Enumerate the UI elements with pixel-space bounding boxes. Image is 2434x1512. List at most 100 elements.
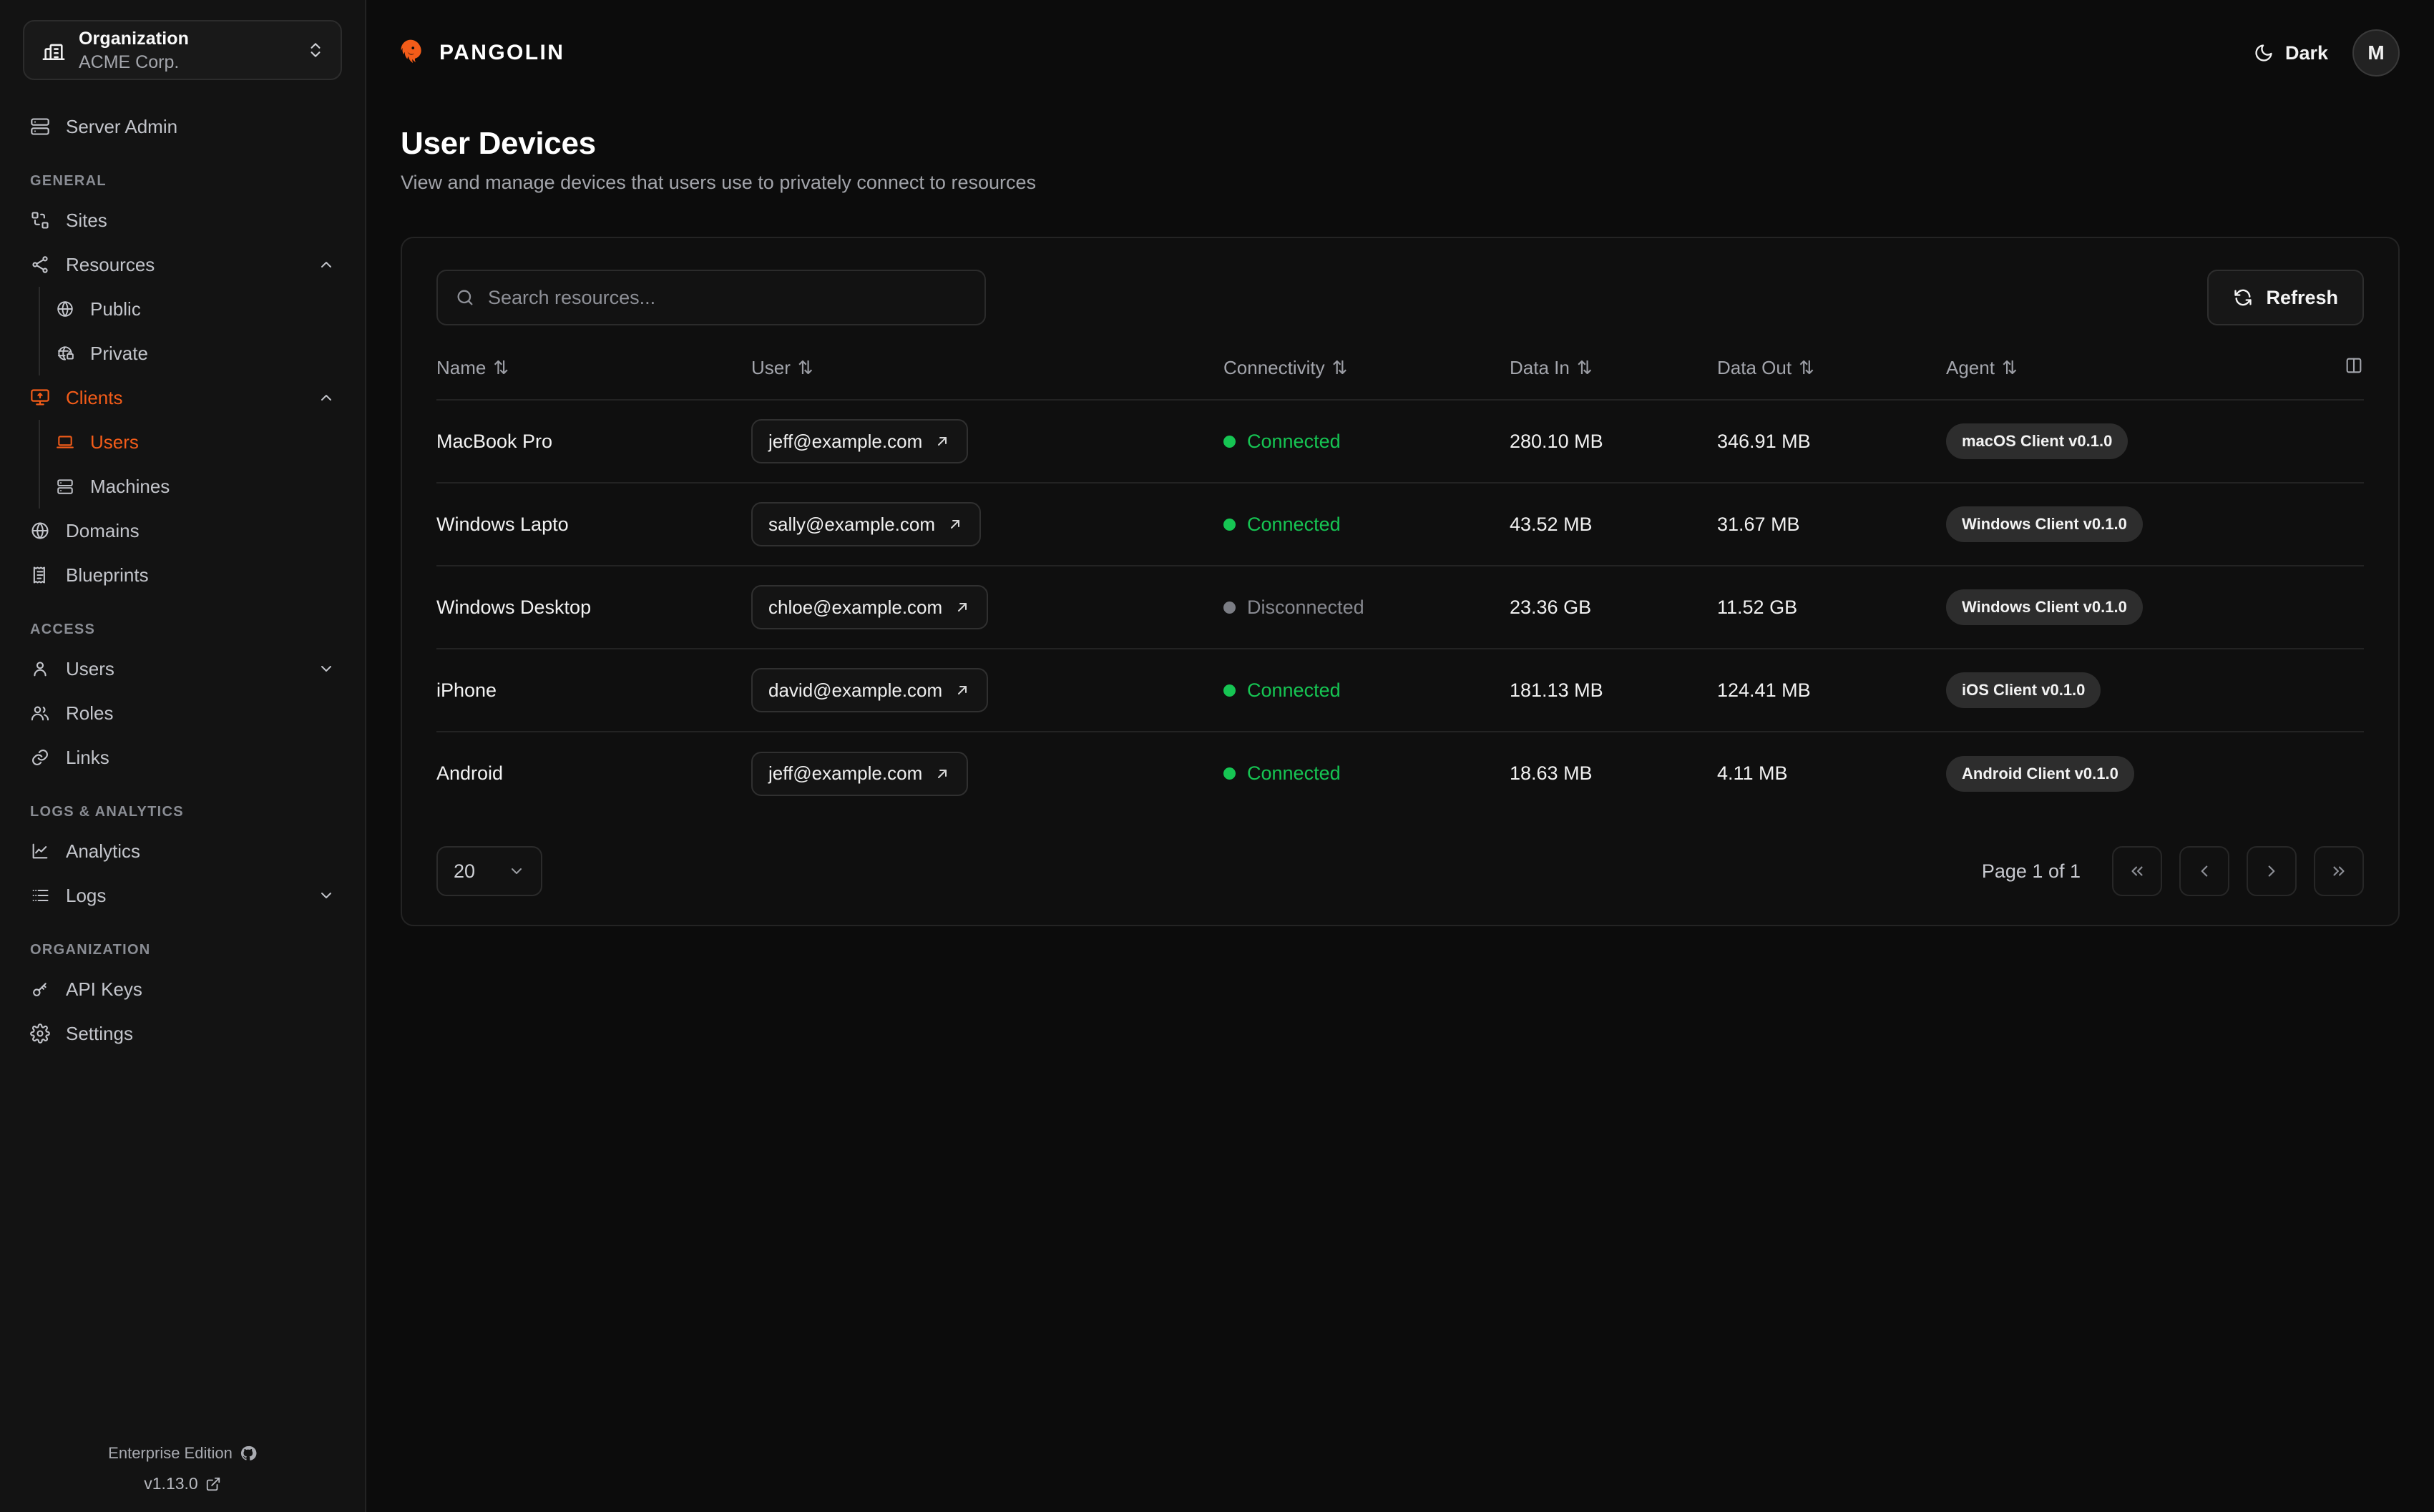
status-badge: Disconnected	[1223, 597, 1364, 619]
user-link[interactable]: jeff@example.com	[751, 751, 969, 796]
last-page-button[interactable]	[2314, 846, 2364, 896]
status-badge: Connected	[1223, 514, 1341, 536]
cell-connectivity: Connected	[1223, 399, 1510, 483]
status-label: Disconnected	[1247, 596, 1364, 618]
chart-line-icon	[30, 841, 50, 861]
table-body: MacBook Pro jeff@example.com Connected 280.…	[436, 399, 2364, 815]
chevron-up-icon[interactable]	[318, 389, 335, 406]
sidebar-item-links[interactable]: Links	[20, 735, 345, 780]
sidebar-item-domains[interactable]: Domains	[20, 509, 345, 553]
sidebar-item-resources[interactable]: Resources	[20, 242, 345, 287]
page-size-select[interactable]: 20	[436, 846, 542, 896]
sidebar-item-public[interactable]: Public	[46, 287, 345, 331]
column-header-data-in[interactable]: Data In ⇅	[1510, 355, 1717, 400]
table-row[interactable]: Android jeff@example.com Connected 18.63 MB…	[436, 731, 2364, 815]
sidebar-subnav-resources: Public Private	[39, 287, 345, 375]
sidebar-item-clients[interactable]: Clients	[20, 375, 345, 420]
chevron-down-icon[interactable]	[318, 660, 335, 677]
sidebar-subnav-clients: Users Machines	[39, 420, 345, 509]
theme-toggle[interactable]: Dark	[2254, 42, 2328, 64]
sidebar-item-users[interactable]: Users	[20, 647, 345, 691]
org-switcher[interactable]: Organization ACME Corp.	[23, 20, 342, 80]
chevron-down-icon[interactable]	[318, 887, 335, 904]
sidebar-item-private[interactable]: Private	[46, 331, 345, 375]
client-monitor-icon	[30, 388, 50, 408]
org-name: ACME Corp.	[79, 51, 180, 72]
avatar[interactable]: M	[2352, 29, 2400, 77]
cell-name: iPhone	[436, 648, 751, 732]
version-line[interactable]: v1.13.0	[144, 1474, 220, 1493]
pagination-controls: Page 1 of 1	[1982, 846, 2364, 896]
cell-data-in: 280.10 MB	[1510, 399, 1717, 483]
sidebar-item-label: Logs	[66, 884, 107, 906]
table-row[interactable]: Windows Lapto sally@example.com Connected 4…	[436, 482, 2364, 566]
refresh-button[interactable]: Refresh	[2207, 270, 2364, 325]
first-page-button[interactable]	[2112, 846, 2162, 896]
user-link[interactable]: sally@example.com	[751, 502, 982, 546]
agent-badge: Windows Client v0.1.0	[1946, 589, 2143, 625]
user-link[interactable]: jeff@example.com	[751, 419, 969, 463]
sidebar-item-server-admin[interactable]: Server Admin	[20, 104, 345, 149]
sort-icon[interactable]: ⇅	[493, 357, 509, 378]
edition-line[interactable]: Enterprise Edition	[108, 1444, 257, 1463]
key-icon	[30, 979, 50, 999]
table-row[interactable]: iPhone david@example.com Connected 181.13 M…	[436, 648, 2364, 732]
columns-icon[interactable]	[2344, 355, 2364, 375]
cell-data-out: 4.11 MB	[1717, 731, 1946, 815]
globe-icon	[56, 300, 74, 318]
external-link-icon	[934, 765, 951, 782]
sort-icon[interactable]: ⇅	[1331, 357, 1348, 378]
org-label: Organization	[79, 28, 189, 49]
cell-connectivity: Disconnected	[1223, 565, 1510, 649]
chevron-down-icon	[508, 863, 525, 880]
sidebar-item-machines[interactable]: Machines	[46, 464, 345, 509]
cell-user: chloe@example.com	[751, 565, 1223, 649]
chevrons-up-down-icon[interactable]	[306, 41, 325, 59]
status-dot-icon	[1223, 767, 1236, 780]
sidebar-item-api-keys[interactable]: API Keys	[20, 967, 345, 1011]
sidebar-item-label: Users	[66, 657, 114, 679]
user-link[interactable]: chloe@example.com	[751, 585, 989, 629]
table-row[interactable]: MacBook Pro jeff@example.com Connected 280.…	[436, 399, 2364, 483]
cell-agent: macOS Client v0.1.0	[1946, 399, 2307, 483]
status-dot-icon	[1223, 684, 1236, 697]
search-field[interactable]	[436, 270, 986, 325]
user-link[interactable]: david@example.com	[751, 668, 989, 712]
sidebar-item-logs[interactable]: Logs	[20, 873, 345, 918]
sort-icon[interactable]: ⇅	[797, 357, 813, 378]
column-header-connectivity[interactable]: Connectivity ⇅	[1223, 355, 1510, 400]
external-link-icon[interactable]	[205, 1476, 221, 1492]
sort-icon[interactable]: ⇅	[1799, 357, 1814, 378]
sort-icon[interactable]: ⇅	[1576, 357, 1593, 378]
column-header-agent[interactable]: Agent ⇅	[1946, 355, 2307, 400]
sort-icon[interactable]: ⇅	[2001, 357, 2018, 378]
sidebar-section-logs-analytics: LOGS & ANALYTICS	[30, 804, 184, 820]
brand-name: PANGOLIN	[439, 41, 565, 64]
search-input[interactable]	[488, 286, 967, 309]
link-icon	[30, 747, 50, 767]
column-header-data-out[interactable]: Data Out ⇅	[1717, 355, 1946, 400]
brand[interactable]: PANGOLIN	[395, 37, 564, 69]
sidebar-item-analytics[interactable]: Analytics	[20, 829, 345, 873]
status-label: Connected	[1247, 679, 1341, 701]
github-icon[interactable]	[240, 1445, 257, 1462]
sidebar-item-blueprints[interactable]: Blueprints	[20, 553, 345, 597]
column-header-name[interactable]: Name ⇅	[436, 355, 751, 400]
sidebar-item-users-clients[interactable]: Users	[46, 420, 345, 464]
cell-actions	[2307, 399, 2364, 483]
refresh-icon	[2233, 288, 2253, 308]
cell-data-out: 346.91 MB	[1717, 399, 1946, 483]
cell-connectivity: Connected	[1223, 731, 1510, 815]
sidebar-item-settings[interactable]: Settings	[20, 1011, 345, 1056]
user-icon	[30, 659, 50, 679]
sidebar-item-sites[interactable]: Sites	[20, 198, 345, 242]
chevron-up-icon[interactable]	[318, 256, 335, 273]
cell-name: Windows Lapto	[436, 482, 751, 566]
next-page-button[interactable]	[2247, 846, 2297, 896]
sidebar-item-roles[interactable]: Roles	[20, 691, 345, 735]
column-header-user[interactable]: User ⇅	[751, 355, 1223, 400]
page-size-value: 20	[454, 860, 476, 882]
table-row[interactable]: Windows Desktop chloe@example.com Disconne…	[436, 565, 2364, 649]
cell-data-in: 43.52 MB	[1510, 482, 1717, 566]
prev-page-button[interactable]	[2179, 846, 2229, 896]
